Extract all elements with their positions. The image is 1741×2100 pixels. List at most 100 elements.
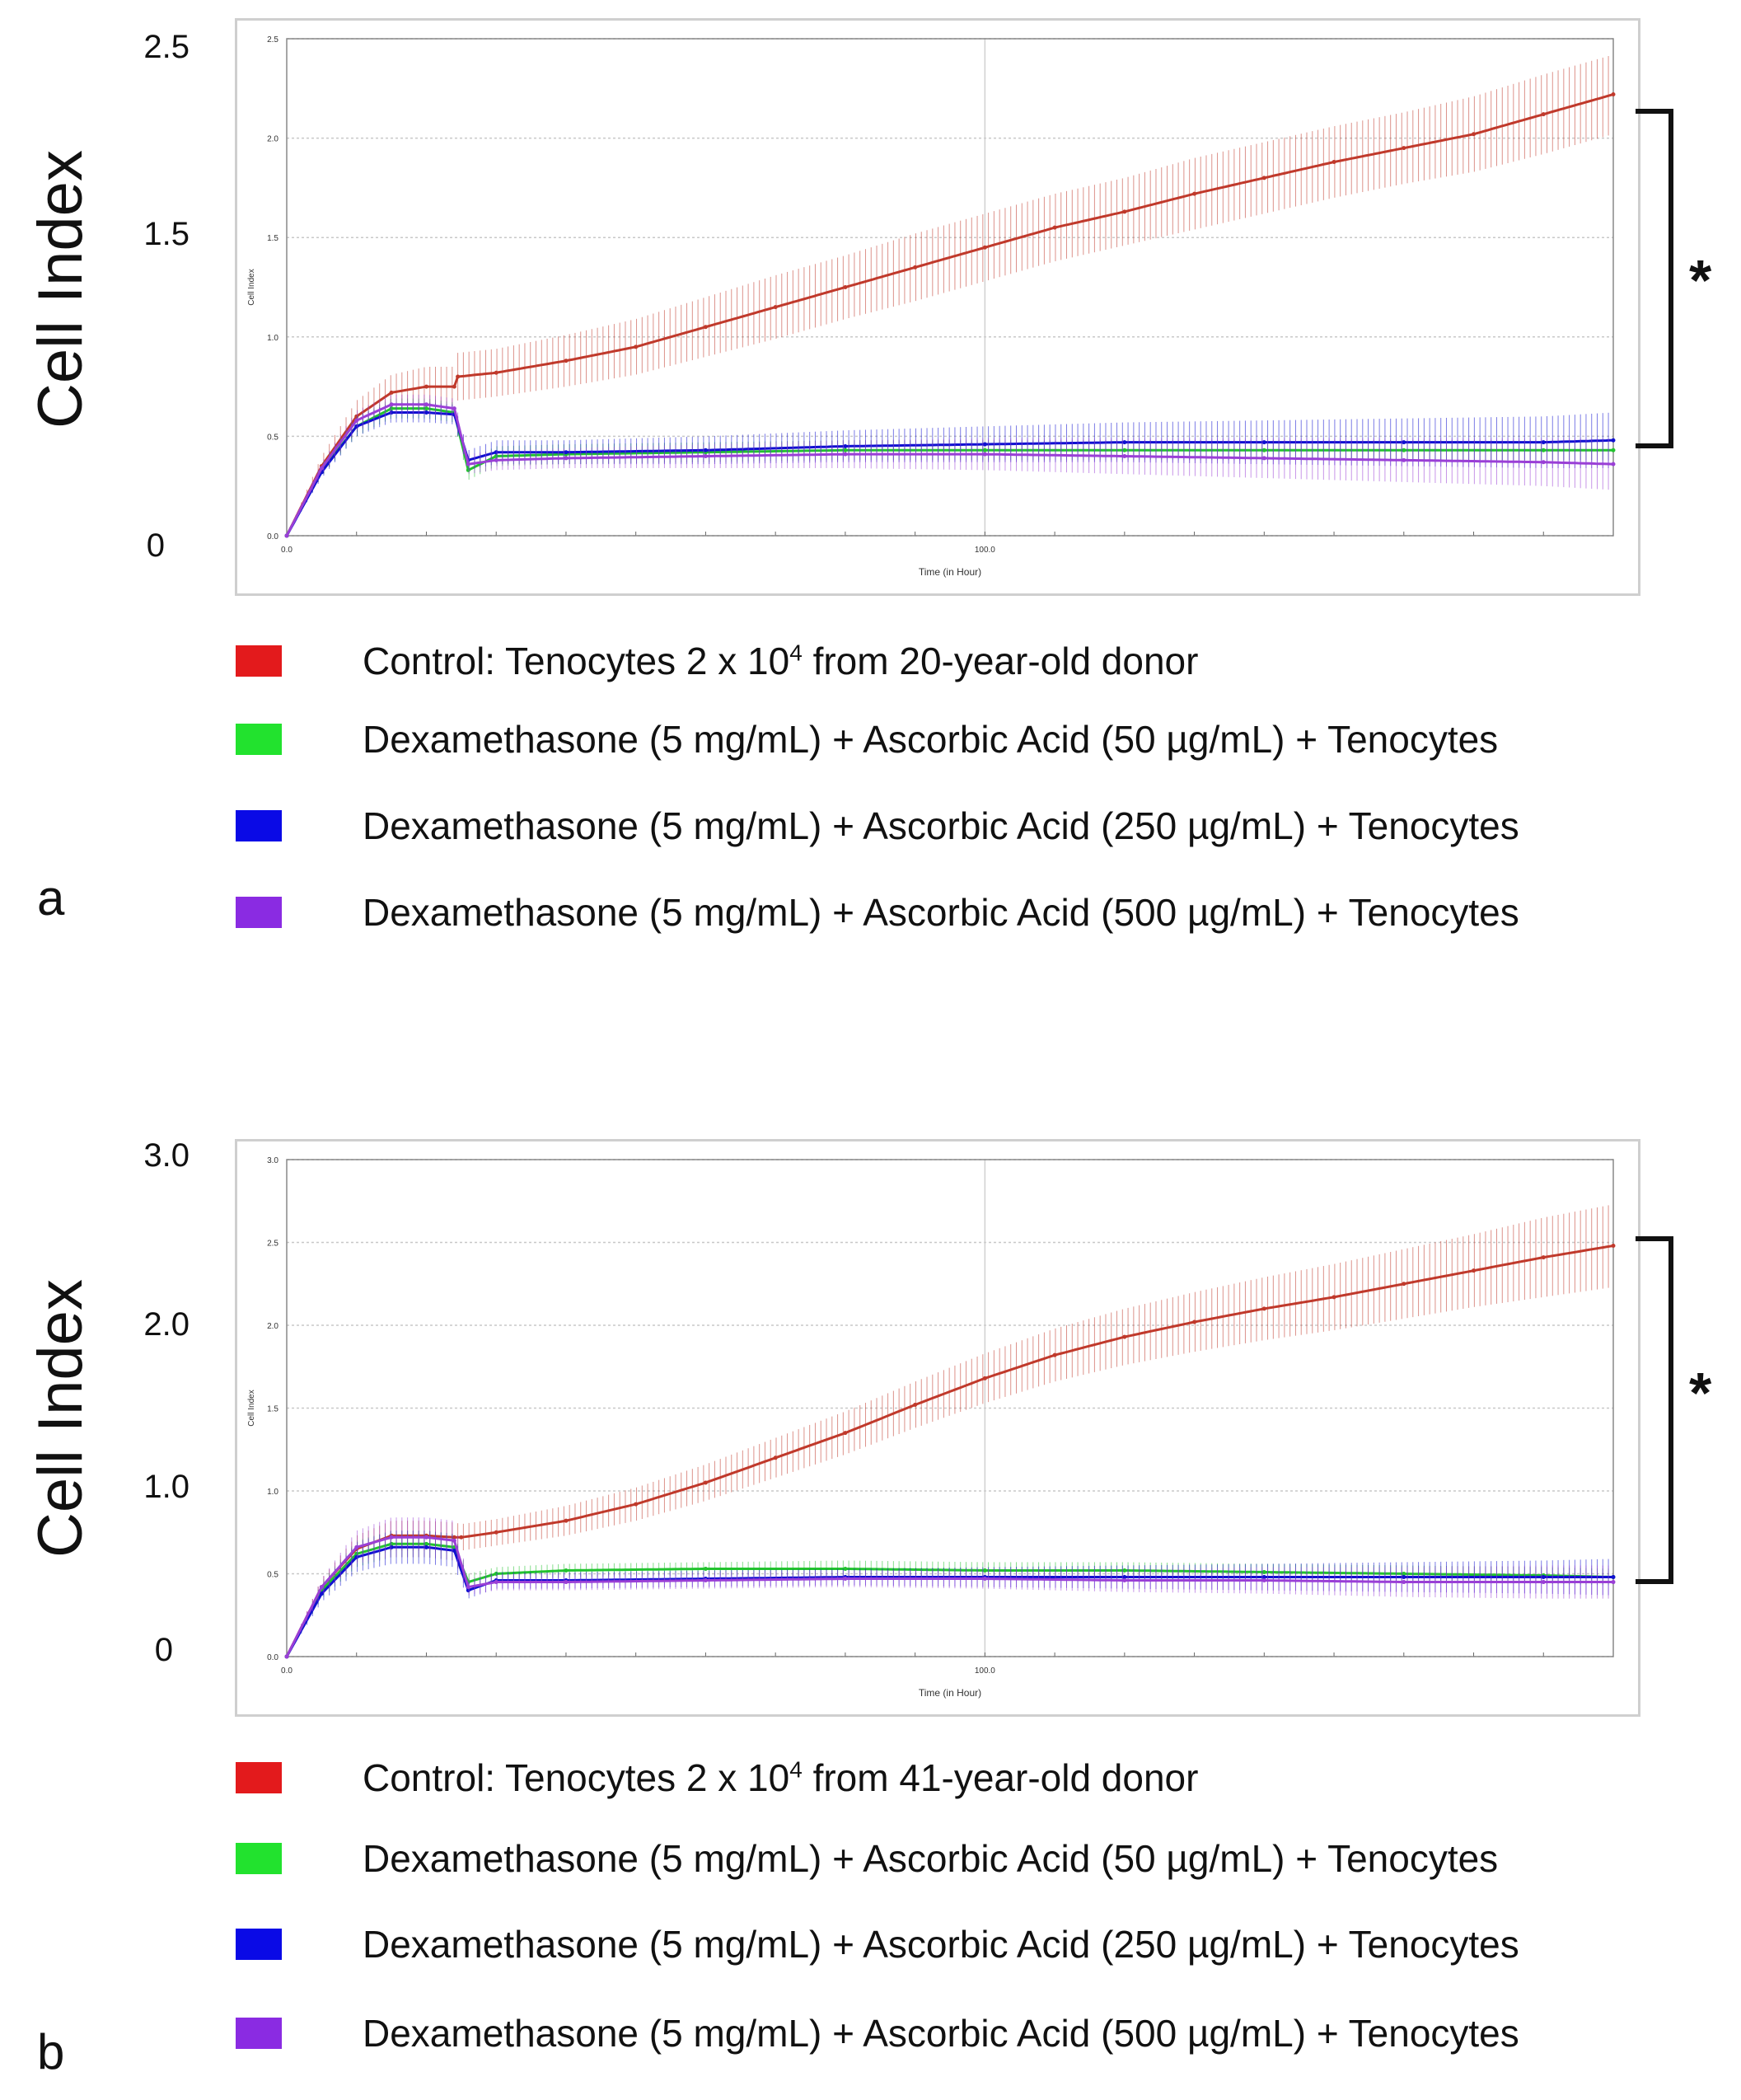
data-point (1122, 1568, 1127, 1573)
data-point (1402, 1282, 1406, 1287)
data-point (703, 448, 708, 452)
y-tick-label: 1.0 (143, 1469, 190, 1505)
data-point (982, 1568, 987, 1573)
x-tick-label: 100.0 (975, 1666, 995, 1676)
data-point (1122, 1575, 1127, 1580)
legend-label: Dexamethasone (5 mg/mL) + Ascorbic Acid … (363, 1923, 1519, 1966)
data-point (1122, 440, 1127, 445)
legend-item: Dexamethasone (5 mg/mL) + Ascorbic Acid … (231, 890, 1714, 940)
data-point (773, 305, 778, 310)
y-tick-label-small: 1.0 (267, 1488, 278, 1497)
data-point (494, 450, 498, 455)
data-point (494, 454, 498, 459)
data-point (703, 1578, 708, 1583)
data-point (982, 448, 987, 452)
y-tick-label-small: 3.0 (267, 1156, 278, 1165)
y-tick-label-small: 2.0 (267, 135, 278, 144)
panel-letter: b (37, 2024, 65, 2079)
legend-item: Dexamethasone (5 mg/mL) + Ascorbic Acid … (231, 1922, 1714, 1971)
y-tick-label: 1.5 (143, 216, 190, 252)
data-point (1122, 209, 1127, 214)
data-point (452, 406, 456, 411)
series-line (285, 403, 1614, 537)
chart-plot: 0.0 0.5 1.0 1.5 2.0 2.5 0.0 100.0 Time (in Hour)… (247, 35, 1616, 578)
legend-label: Control: Tenocytes 2 x 104 from 20-year-… (363, 640, 1199, 682)
data-point (1611, 462, 1616, 466)
data-point (1261, 1306, 1266, 1311)
data-point (1611, 448, 1616, 452)
data-point (1052, 225, 1057, 230)
data-point (843, 285, 848, 289)
data-point (634, 1502, 639, 1507)
y-axis-label-small: Cell Index (247, 269, 256, 305)
data-point (389, 406, 394, 411)
series-line (285, 1245, 1614, 1657)
series-2 (284, 1530, 1616, 1659)
data-point (284, 1654, 289, 1659)
x-tick-label: 100.0 (975, 546, 995, 555)
data-point (1402, 440, 1406, 445)
data-point (564, 450, 569, 455)
y-tick-label: 2.5 (143, 29, 190, 65)
series-1 (284, 1205, 1616, 1659)
panel-b: Cell Index 3.0 2.0 1.0 0 0.0 0.5 1.0 1.5 2.0… (0, 1121, 1741, 2093)
data-point (424, 1545, 428, 1549)
y-tick-label-small: 0.0 (267, 532, 278, 541)
significance-bracket (1636, 109, 1673, 448)
data-point (634, 345, 639, 349)
data-point (982, 452, 987, 457)
data-point (564, 456, 569, 461)
legend-swatch (236, 810, 282, 841)
y-tick-label-small: 1.5 (267, 234, 278, 243)
data-point (389, 1545, 394, 1549)
data-point (452, 384, 456, 389)
data-point (354, 418, 359, 423)
data-point (564, 1568, 569, 1573)
y-tick-label-small: 0.5 (267, 1571, 278, 1580)
legend-label: Dexamethasone (5 mg/mL) + Ascorbic Acid … (363, 804, 1519, 847)
data-point (424, 406, 428, 411)
chart-frame: 0.0 0.5 1.0 1.5 2.0 2.5 3.0 0.0 100.0 Time (in Ho… (235, 1139, 1640, 1717)
data-point (1402, 1580, 1406, 1585)
data-point (389, 390, 394, 395)
data-point (1541, 1580, 1546, 1585)
series-3 (284, 402, 1616, 538)
data-point (1052, 1352, 1057, 1357)
data-point (354, 424, 359, 429)
data-point (1122, 448, 1127, 452)
data-point (354, 1545, 359, 1549)
data-point (1541, 448, 1546, 452)
series-line (285, 1542, 1614, 1657)
data-point (466, 462, 470, 466)
legend-item: Dexamethasone (5 mg/mL) + Ascorbic Acid … (231, 804, 1714, 853)
y-tick-label: 0 (146, 527, 165, 564)
data-point (1611, 1580, 1616, 1585)
data-point (424, 384, 428, 389)
y-tick-label-small: 2.0 (267, 1322, 278, 1331)
legend-swatch (236, 2018, 282, 2049)
plot-area (286, 38, 1614, 537)
data-point (1122, 1334, 1127, 1339)
data-point (424, 410, 428, 415)
data-point (1261, 176, 1266, 180)
data-point (564, 359, 569, 363)
data-point (843, 452, 848, 457)
series-4 (284, 1517, 1616, 1659)
legend-label: Dexamethasone (5 mg/mL) + Ascorbic Acid … (363, 718, 1499, 761)
data-point (459, 1535, 464, 1540)
data-point (1192, 1320, 1197, 1324)
data-point (1541, 440, 1546, 445)
series-line (285, 1535, 1613, 1657)
data-point (1611, 438, 1616, 443)
data-point (424, 1541, 428, 1546)
data-point (703, 1566, 708, 1571)
series-line (285, 407, 1613, 537)
data-point (319, 466, 324, 471)
chart-frame: 0.0 0.5 1.0 1.5 2.0 2.5 0.0 100.0 Time (in Hour)… (235, 18, 1640, 596)
data-point (452, 1535, 456, 1540)
data-point (494, 1572, 498, 1576)
data-point (913, 1402, 918, 1407)
series-line (285, 93, 1614, 537)
panel-letter: a (37, 870, 65, 926)
data-point (389, 1535, 394, 1540)
